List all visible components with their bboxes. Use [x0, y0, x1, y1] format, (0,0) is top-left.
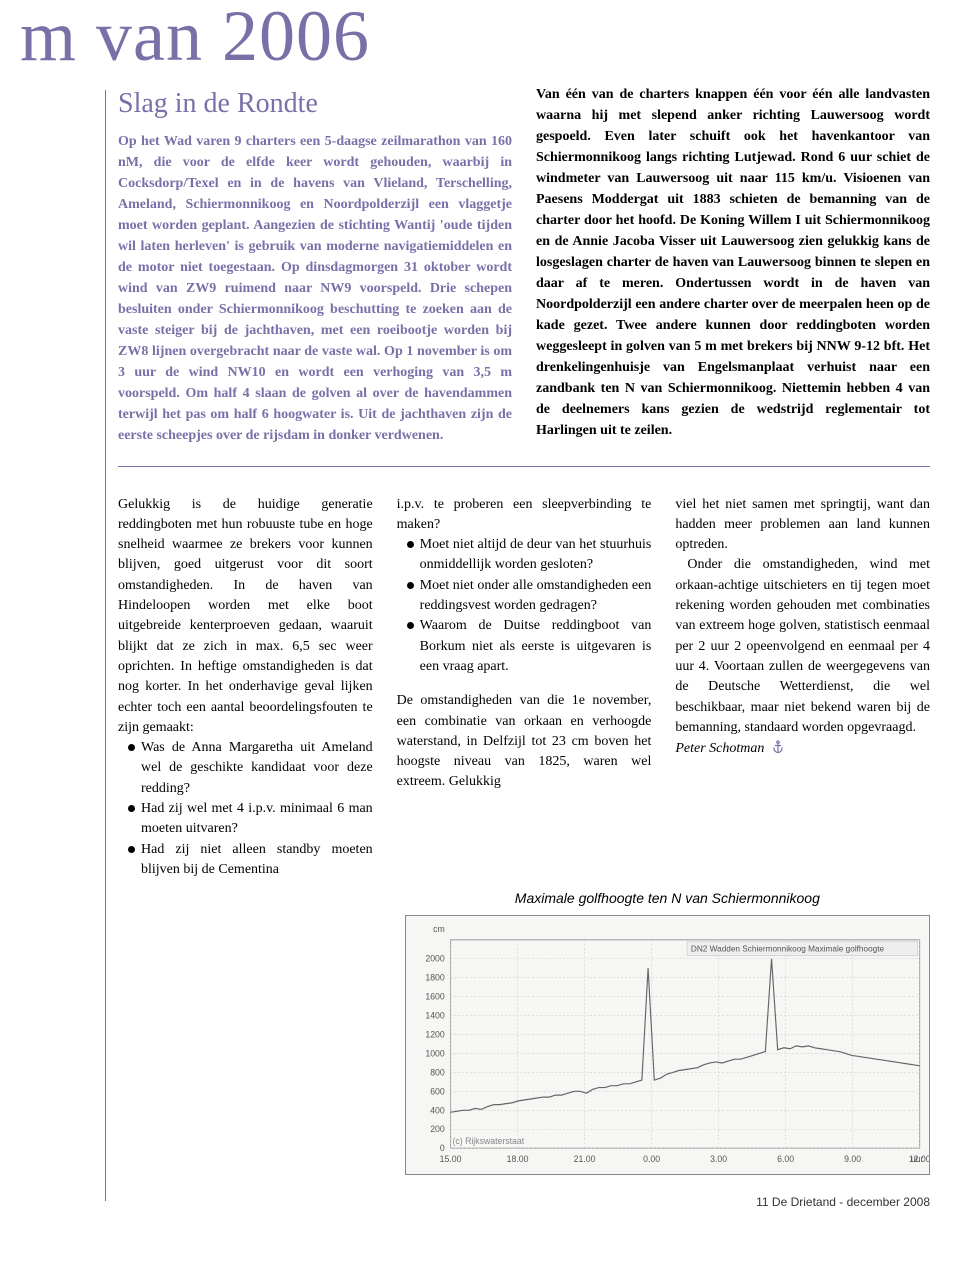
bullet-icon [128, 846, 135, 853]
bullet-text: Had zij niet alleen standby moeten blijv… [141, 840, 373, 881]
bullet-icon [128, 805, 135, 812]
author-name: Peter Schotman [675, 741, 764, 756]
svg-text:400: 400 [430, 1105, 445, 1115]
body-paragraph: Gelukkig is de huidige generatie redding… [118, 495, 373, 739]
svg-text:18.00: 18.00 [506, 1154, 528, 1164]
bullet-text: Was de Anna Margaretha uit Ameland wel d… [141, 738, 373, 799]
svg-text:200: 200 [430, 1124, 445, 1134]
svg-text:9.00: 9.00 [844, 1154, 861, 1164]
bullet-text: Moet niet altijd de deur van het stuurhu… [420, 535, 652, 576]
page-footer: 11 De Drietand - december 2008 [118, 1194, 930, 1211]
bullet-item: Waarom de Duitse reddingboot van Borkum … [397, 616, 652, 677]
bullet-text: Had zij wel met 4 i.p.v. minimaal 6 man … [141, 799, 373, 840]
chart-title: Maximale golfhoogte ten N van Schiermonn… [405, 888, 930, 908]
body-paragraph: Onder die omstandigheden, wind met orkaa… [675, 555, 930, 738]
callout-section: Slag in de Rondte Op het Wad varen 9 cha… [118, 84, 930, 467]
bullet-item: Had zij niet alleen standby moeten blijv… [118, 840, 373, 881]
bullet-item: Had zij wel met 4 i.p.v. minimaal 6 man … [118, 799, 373, 840]
bullet-item: Was de Anna Margaretha uit Ameland wel d… [118, 738, 373, 799]
bullet-item: Moet niet onder alle omstandigheden een … [397, 576, 652, 617]
bullet-icon [407, 622, 414, 629]
body-column-1: Gelukkig is de huidige generatie redding… [118, 495, 373, 881]
bullet-icon [407, 582, 414, 589]
svg-text:1400: 1400 [425, 1010, 444, 1020]
callout-left-text: Op het Wad varen 9 charters een 5-daagse… [118, 131, 512, 446]
body-paragraph: i.p.v. te proberen een sleepverbinding t… [397, 495, 652, 536]
svg-text:(c) Rijkswaterstaat: (c) Rijkswaterstaat [452, 1136, 524, 1146]
body-column-3: viel het niet samen met springtij, want … [675, 495, 930, 881]
svg-text:15.00: 15.00 [439, 1154, 461, 1164]
callout-right-text: Van één van de charters knappen één voor… [536, 84, 930, 441]
author-byline: Peter Schotman [675, 738, 930, 759]
wave-height-chart: Maximale golfhoogte ten N van Schiermonn… [405, 888, 930, 1182]
vertical-rule [105, 90, 106, 1201]
svg-text:600: 600 [430, 1086, 445, 1096]
anchor-icon [772, 740, 784, 754]
svg-text:cm: cm [433, 923, 445, 933]
body-column-2: i.p.v. te proberen een sleepverbinding t… [397, 495, 652, 881]
bullet-text: Moet niet onder alle omstandigheden een … [420, 576, 652, 617]
callout-left-column: Slag in de Rondte Op het Wad varen 9 cha… [118, 84, 512, 446]
bullet-icon [407, 541, 414, 548]
svg-text:DN2 Wadden Schiermonnikoog Max: DN2 Wadden Schiermonnikoog Maximale golf… [691, 943, 885, 953]
body-paragraph: viel het niet samen met springtij, want … [675, 495, 930, 556]
callout-heading: Slag in de Rondte [118, 84, 512, 125]
bullet-text: Waarom de Duitse reddingboot van Borkum … [420, 616, 652, 677]
bullet-icon [128, 744, 135, 751]
svg-text:3.00: 3.00 [710, 1154, 727, 1164]
svg-text:1000: 1000 [425, 1048, 444, 1058]
callout-right-column: Van één van de charters knappen één voor… [536, 84, 930, 446]
svg-text:0: 0 [440, 1143, 445, 1153]
svg-text:800: 800 [430, 1067, 445, 1077]
body-section: Gelukkig is de huidige generatie redding… [118, 495, 930, 881]
page-title: m van 2006 [20, 0, 930, 84]
svg-text:1200: 1200 [425, 1029, 444, 1039]
svg-text:1800: 1800 [425, 972, 444, 982]
bullet-item: Moet niet altijd de deur van het stuurhu… [397, 535, 652, 576]
svg-text:uur: uur [911, 1154, 924, 1164]
svg-text:6.00: 6.00 [777, 1154, 794, 1164]
body-paragraph: De omstandigheden van die 1e november, e… [397, 691, 652, 792]
svg-text:1600: 1600 [425, 991, 444, 1001]
svg-text:0.00: 0.00 [643, 1154, 660, 1164]
svg-text:2000: 2000 [425, 953, 444, 963]
svg-text:21.00: 21.00 [573, 1154, 595, 1164]
chart-canvas: 0 200 400 600 800 1000 1200 1400 1600 1800 2000 15.… [405, 915, 930, 1175]
